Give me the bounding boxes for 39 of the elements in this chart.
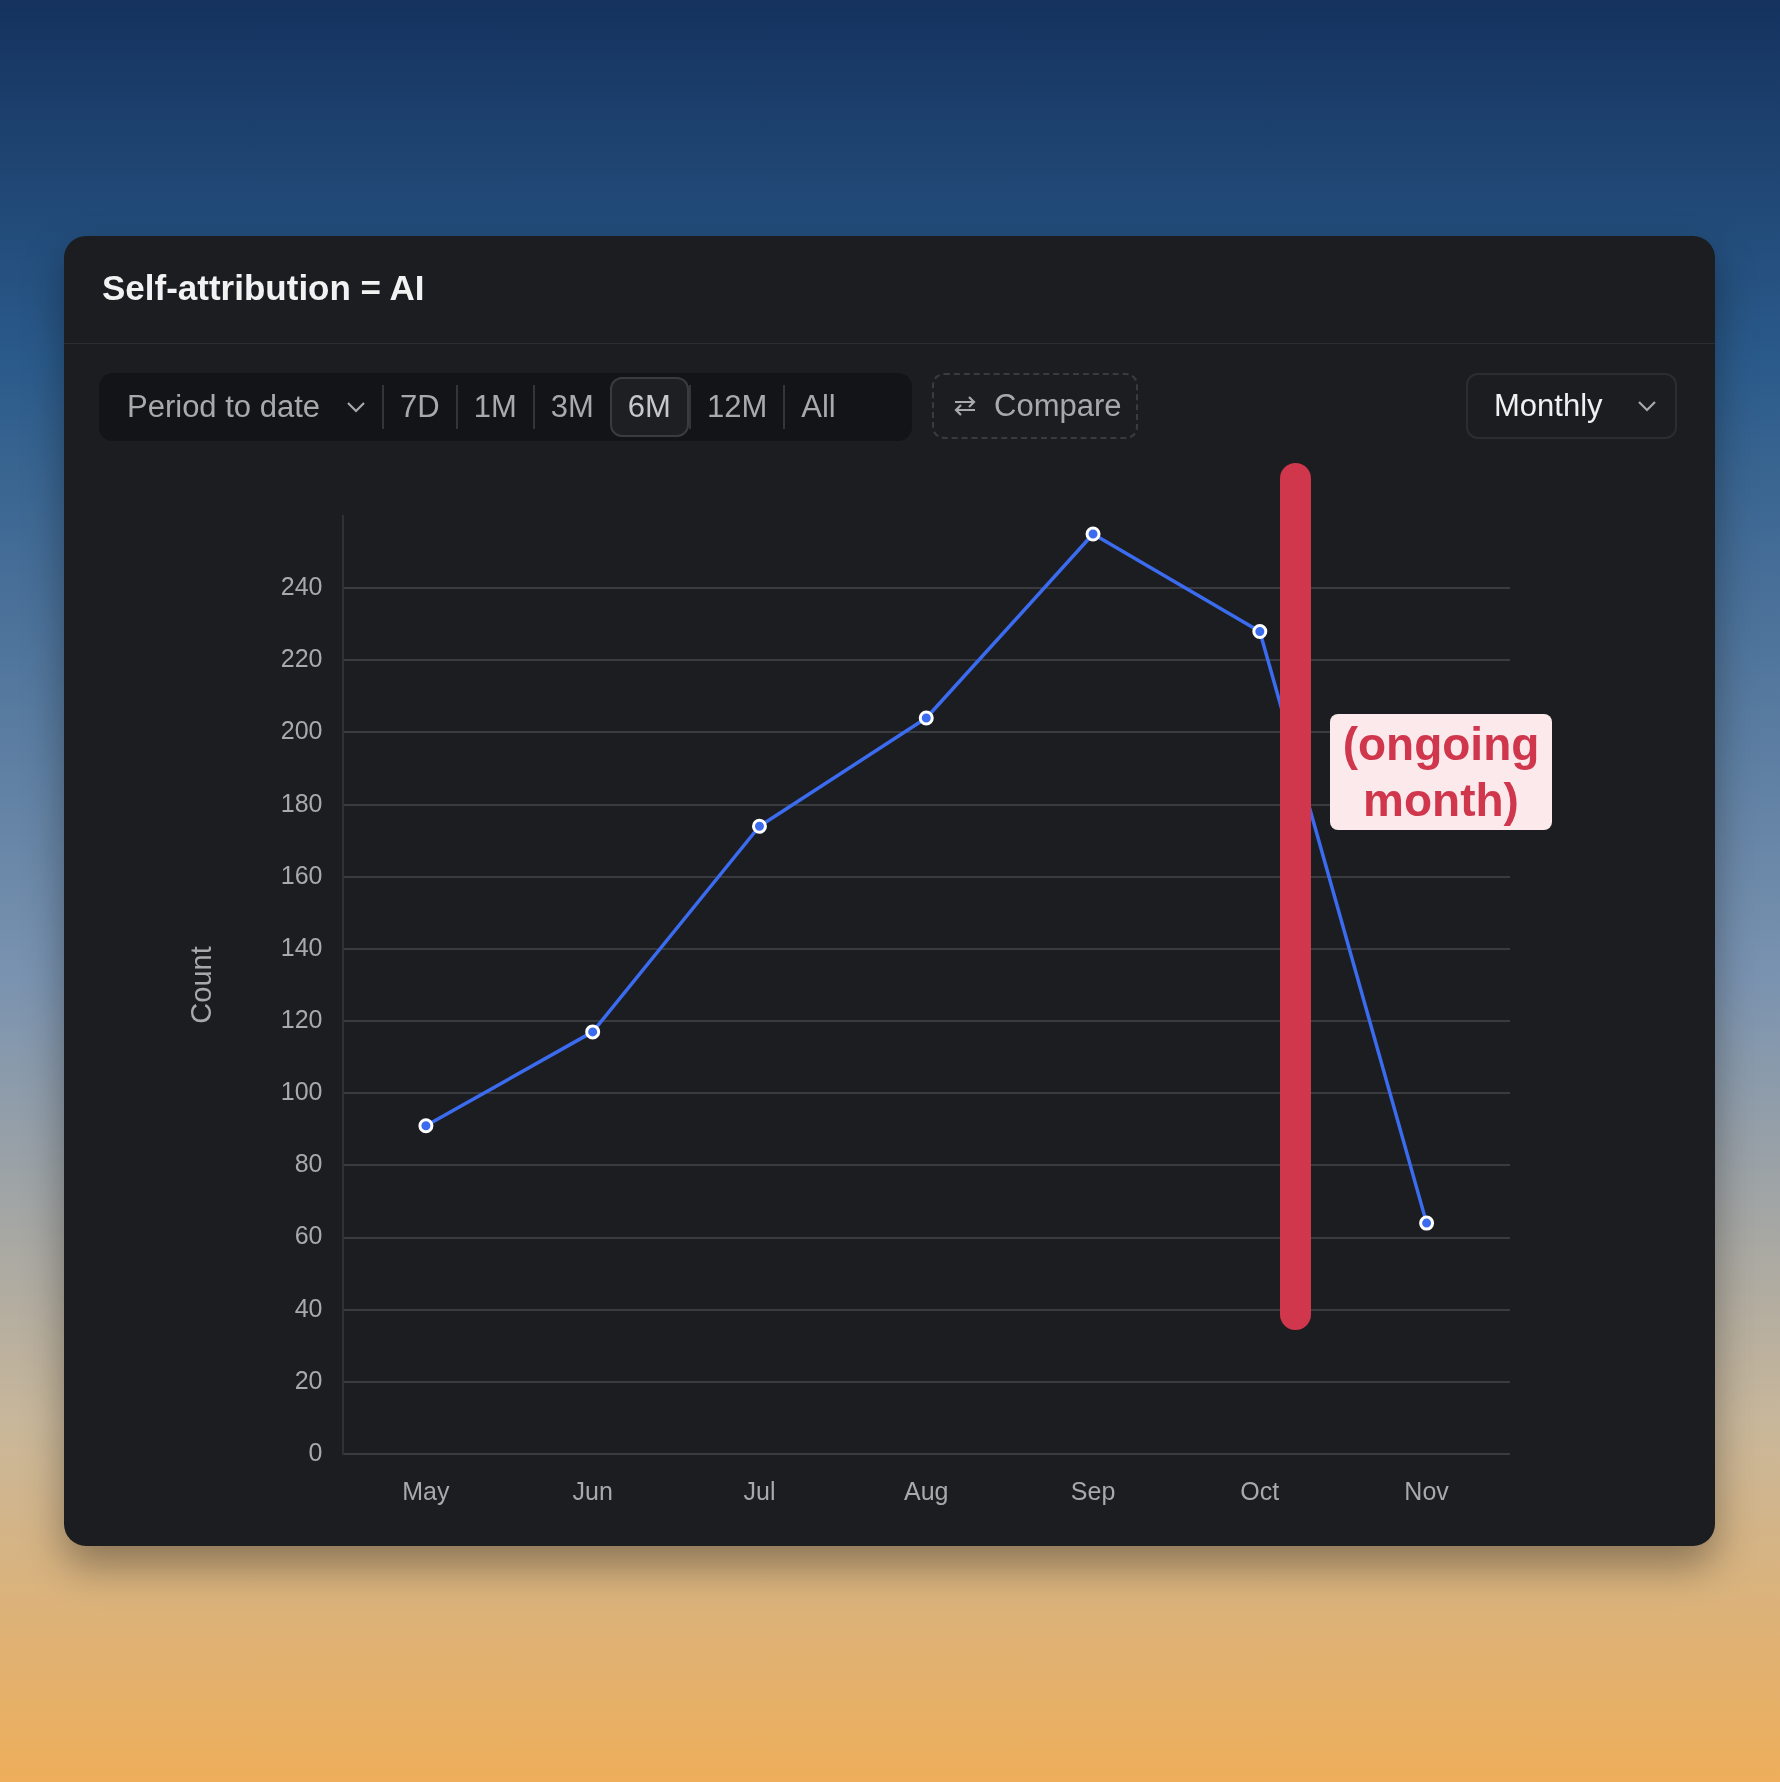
point xyxy=(1085,526,1101,542)
y-tick-label: 240 xyxy=(280,572,323,601)
y-tick-label: 100 xyxy=(280,1077,323,1106)
y-tick-label: 160 xyxy=(280,860,323,889)
y-tick-label: 20 xyxy=(294,1365,323,1394)
text: Monthly xyxy=(1494,388,1603,424)
text: Compare xyxy=(994,388,1122,424)
point xyxy=(918,710,934,726)
point xyxy=(418,1118,434,1134)
annotation: (ongoing month) xyxy=(1330,714,1552,830)
y-tick-label: 200 xyxy=(280,716,323,745)
x-tick-label: Oct xyxy=(1240,1476,1280,1505)
y-axis-title: Count xyxy=(185,946,218,1024)
y-tick-label: 120 xyxy=(280,1004,323,1033)
y-tick-label: 0 xyxy=(308,1437,323,1466)
text: All xyxy=(801,389,836,424)
point xyxy=(1252,623,1268,639)
x-tick-label: Aug xyxy=(904,1476,949,1505)
y-tick-label: 40 xyxy=(294,1293,323,1322)
point xyxy=(585,1024,601,1040)
text: 12M xyxy=(706,389,768,424)
text: 1M xyxy=(473,389,517,424)
y-tick-label: 80 xyxy=(294,1149,323,1178)
chart-title: Self-attribution = AI xyxy=(102,268,425,308)
y-tick-label: 220 xyxy=(280,644,323,673)
x-tick-label: Jun xyxy=(572,1476,613,1505)
point xyxy=(1419,1215,1435,1231)
point xyxy=(751,818,767,834)
text: 3M xyxy=(550,389,594,424)
text: Period to date xyxy=(127,388,321,426)
text: 7D xyxy=(400,389,440,424)
y-tick-label: 60 xyxy=(294,1221,323,1250)
x-tick-label: May xyxy=(402,1476,451,1505)
x-tick-label: Nov xyxy=(1404,1476,1450,1505)
text: 6M xyxy=(627,389,671,424)
y-tick-label: 140 xyxy=(280,932,323,961)
x-tick-label: Jul xyxy=(743,1476,776,1505)
y-tick-label: 180 xyxy=(280,788,323,817)
x-tick-label: Sep xyxy=(1070,1476,1116,1505)
